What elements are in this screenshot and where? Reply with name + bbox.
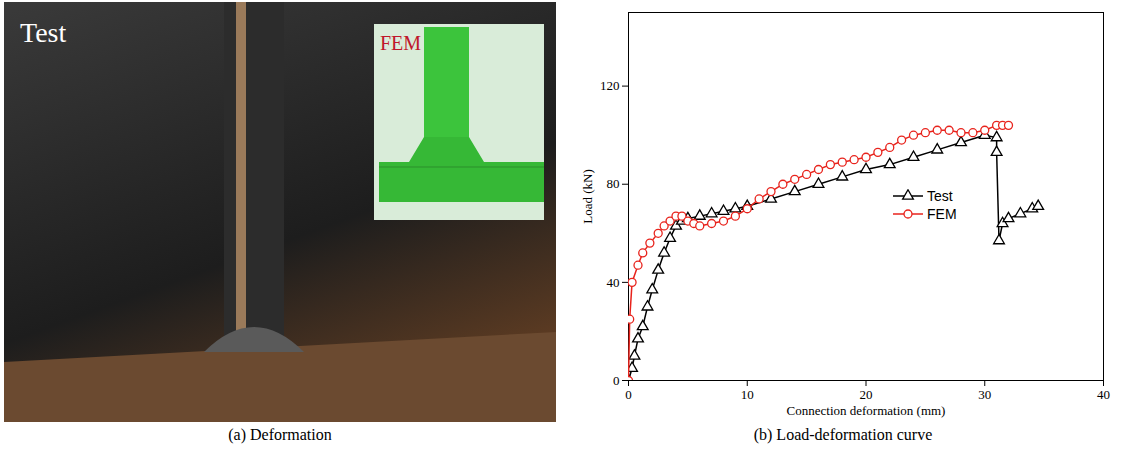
svg-text:10: 10 <box>741 387 754 402</box>
svg-text:0: 0 <box>625 387 632 402</box>
svg-text:40: 40 <box>607 275 620 290</box>
html-text:Test: Test <box>927 188 953 204</box>
svg-text:Test: Test <box>20 17 66 48</box>
html-text:(b) Load-deformation curve: (b) Load-deformation curve <box>753 426 933 443</box>
svg-text:Load (kN): Load (kN) <box>580 169 595 224</box>
svg-text:Connection deformation (mm): Connection deformation (mm) <box>787 403 946 418</box>
svg-text:0: 0 <box>613 373 620 388</box>
svg-text:40: 40 <box>1097 387 1110 402</box>
svg-text:FEM: FEM <box>380 32 421 54</box>
html-text:FEM: FEM <box>927 206 957 222</box>
svg-text:80: 80 <box>607 176 620 191</box>
svg-text:30: 30 <box>978 387 991 402</box>
html-text:(a) Deformation: (a) Deformation <box>228 426 332 443</box>
svg-text:20: 20 <box>860 387 873 402</box>
svg-text:120: 120 <box>600 78 620 93</box>
